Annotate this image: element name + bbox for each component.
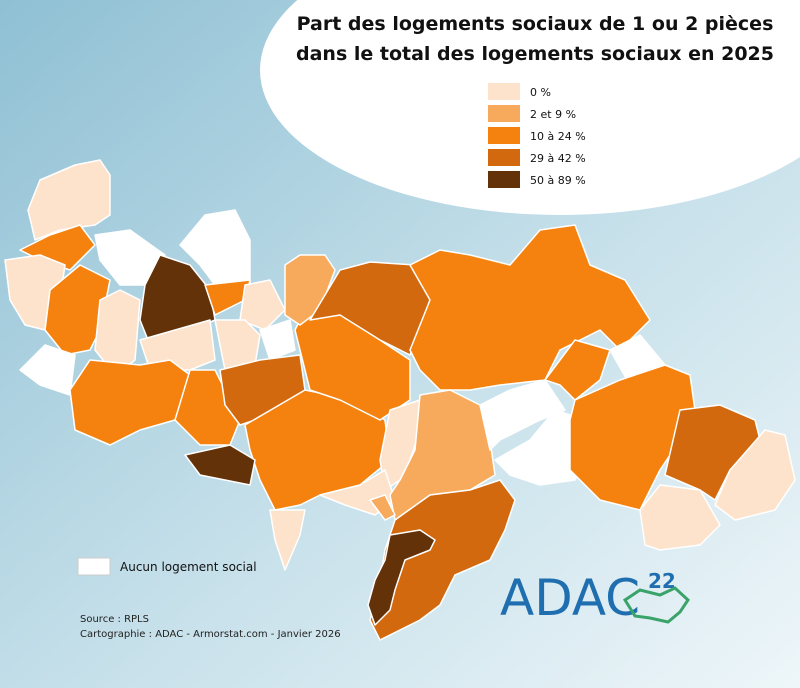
legend-swatch — [488, 127, 520, 144]
logo-text: ADAC — [500, 569, 640, 627]
commune — [44, 264, 111, 356]
legend: 0 % 2 et 9 % 10 à 24 % 29 à 42 % 50 à 89 % — [488, 83, 586, 188]
commune — [714, 429, 796, 521]
legend-label: 10 à 24 % — [530, 130, 586, 143]
title-backdrop — [260, 0, 800, 215]
commune — [214, 319, 261, 371]
commune — [179, 209, 251, 286]
legend-label: 50 à 89 % — [530, 174, 586, 187]
commune — [367, 529, 436, 626]
commune — [19, 344, 76, 396]
legend-swatch — [488, 105, 520, 122]
credits: Cartographie : ADAC - Armorstat.com - Ja… — [80, 629, 341, 640]
commune — [639, 484, 721, 551]
communes — [4, 159, 796, 641]
commune — [369, 494, 396, 521]
title-line: dans le total des logements sociaux en 2… — [296, 43, 774, 65]
source: Source : RPLS — [80, 614, 149, 625]
commune — [27, 159, 111, 241]
title-line: Part des logements sociaux de 1 ou 2 piè… — [297, 13, 774, 35]
legend-swatch — [488, 149, 520, 166]
commune — [184, 444, 256, 486]
logo-shape — [622, 586, 690, 624]
no-data-swatch — [77, 557, 111, 576]
no-data-label: Aucun logement social — [120, 560, 257, 574]
legend-label: 29 à 42 % — [530, 152, 586, 165]
commune — [544, 339, 611, 401]
commune — [259, 319, 296, 361]
legend-label: 2 et 9 % — [530, 108, 576, 121]
commune — [94, 289, 141, 376]
legend-swatch — [488, 171, 520, 188]
legend-label: 0 % — [530, 86, 551, 99]
commune — [239, 279, 286, 331]
commune — [409, 224, 651, 391]
legend-swatch — [488, 83, 520, 100]
commune — [269, 509, 306, 571]
